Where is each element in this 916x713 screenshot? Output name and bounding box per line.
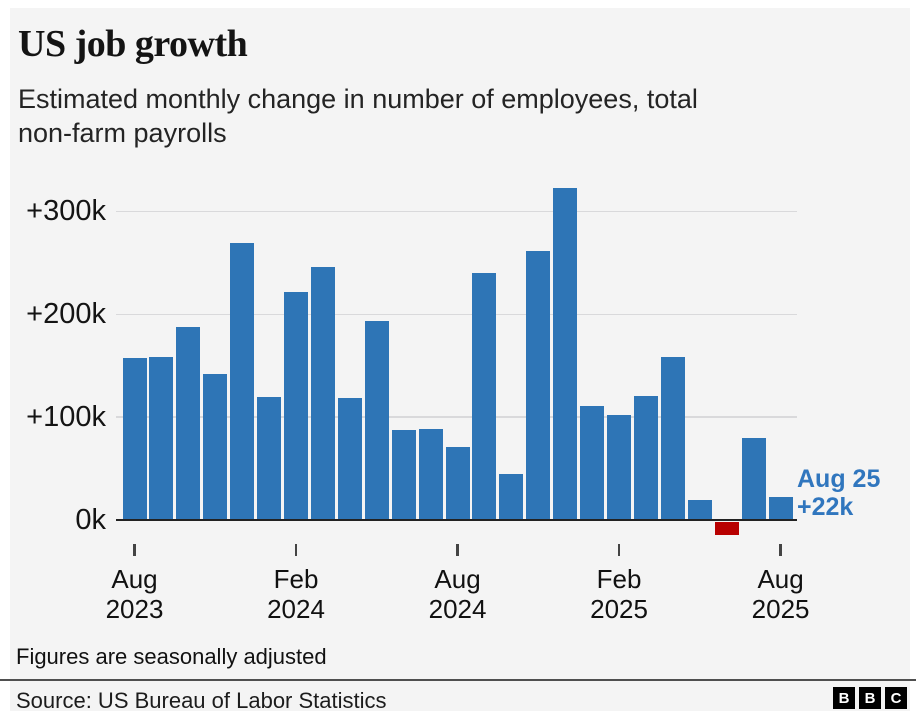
x-label-month: Feb <box>596 564 642 594</box>
bar-oct-2023 <box>176 327 201 520</box>
bar-sep-2023 <box>149 357 174 520</box>
x-axis-label-feb-2024: Feb 2024 <box>246 564 346 624</box>
gridline-+300k <box>116 210 797 213</box>
bbc-logo-block-3: C <box>885 687 907 709</box>
bar-feb-2025 <box>607 414 632 520</box>
bar-oct-2024 <box>499 474 524 520</box>
bar-apr-2025 <box>660 357 685 520</box>
gridline-+200k <box>116 313 797 316</box>
bar-may-2025 <box>687 499 712 520</box>
x-label-month: Aug <box>757 564 804 594</box>
y-axis-label-+300k: +300k <box>26 195 106 228</box>
x-axis-tick-aug-2024 <box>456 544 459 556</box>
chart-subtitle-line2: non-farm payrolls <box>18 118 227 148</box>
bar-nov-2024 <box>526 251 551 520</box>
y-axis-label-0k: 0k <box>75 503 106 536</box>
x-axis-tick-feb-2025 <box>617 544 621 556</box>
bar-dec-2024 <box>553 187 578 520</box>
bar-mar-2025 <box>633 396 658 520</box>
footer-divider <box>0 679 916 681</box>
bar-mar-2024 <box>310 266 335 520</box>
x-axis-label-aug-2023: Aug 2023 <box>85 564 185 624</box>
bar-aug-2023 <box>122 358 147 520</box>
x-axis-label-aug-2025: Aug 2025 <box>731 564 831 624</box>
x-axis-baseline <box>116 518 797 521</box>
bar-may-2024 <box>364 321 389 520</box>
chart-panel: US job growth Estimated monthly change i… <box>0 8 916 713</box>
bar-dec-2023 <box>230 243 255 520</box>
x-label-month: Aug <box>111 564 158 594</box>
bbc-logo-block-2: B <box>859 687 881 709</box>
bar-jan-2025 <box>580 405 605 520</box>
x-label-year: 2024 <box>428 594 487 624</box>
x-label-month: Aug <box>434 564 481 594</box>
bar-nov-2023 <box>203 373 228 520</box>
bar-aug-2025 <box>768 496 793 520</box>
plot-area: 0k +100k +200k +300k Aug 2023 Feb 2024 Aug 2024 Fe… <box>10 8 910 711</box>
bbc-logo: B B C <box>833 687 907 709</box>
bar-jan-2024 <box>257 397 282 520</box>
bbc-logo-block-1: B <box>833 687 855 709</box>
x-axis-tick-aug-2025 <box>779 544 782 556</box>
x-label-year: 2025 <box>590 594 648 624</box>
x-axis-tick-aug-2023 <box>133 544 136 556</box>
bar-jul-2025 <box>741 438 766 520</box>
latest-value-annotation: Aug 25 +22k <box>797 465 880 521</box>
x-label-month: Feb <box>273 564 319 594</box>
gridline-+100k <box>116 416 797 418</box>
x-axis-label-feb-2025: Feb 2025 <box>569 564 669 624</box>
bar-jun-2024 <box>391 430 416 520</box>
annotation-value: +22k <box>797 493 854 521</box>
bar-jun-2025 <box>714 521 739 535</box>
x-axis-tick-feb-2024 <box>294 544 298 556</box>
bar-sep-2024 <box>472 273 497 520</box>
y-axis-label-+200k: +200k <box>26 298 106 331</box>
bar-aug-2024 <box>445 446 470 520</box>
source-credit: Source: US Bureau of Labor Statistics <box>16 688 387 713</box>
x-axis-label-aug-2024: Aug 2024 <box>408 564 508 624</box>
x-label-year: 2023 <box>105 594 164 624</box>
bar-apr-2024 <box>337 398 362 520</box>
x-label-year: 2025 <box>751 594 810 624</box>
bar-jul-2024 <box>418 429 443 520</box>
y-axis-label-+100k: +100k <box>26 400 106 433</box>
x-label-year: 2024 <box>267 594 325 624</box>
chart-title: US job growth <box>18 23 248 65</box>
annotation-date: Aug 25 <box>797 465 881 493</box>
chart-subtitle-line1: Estimated monthly change in number of em… <box>18 84 698 114</box>
chart-footnote: Figures are seasonally adjusted <box>16 644 327 669</box>
bar-feb-2024 <box>284 291 309 520</box>
